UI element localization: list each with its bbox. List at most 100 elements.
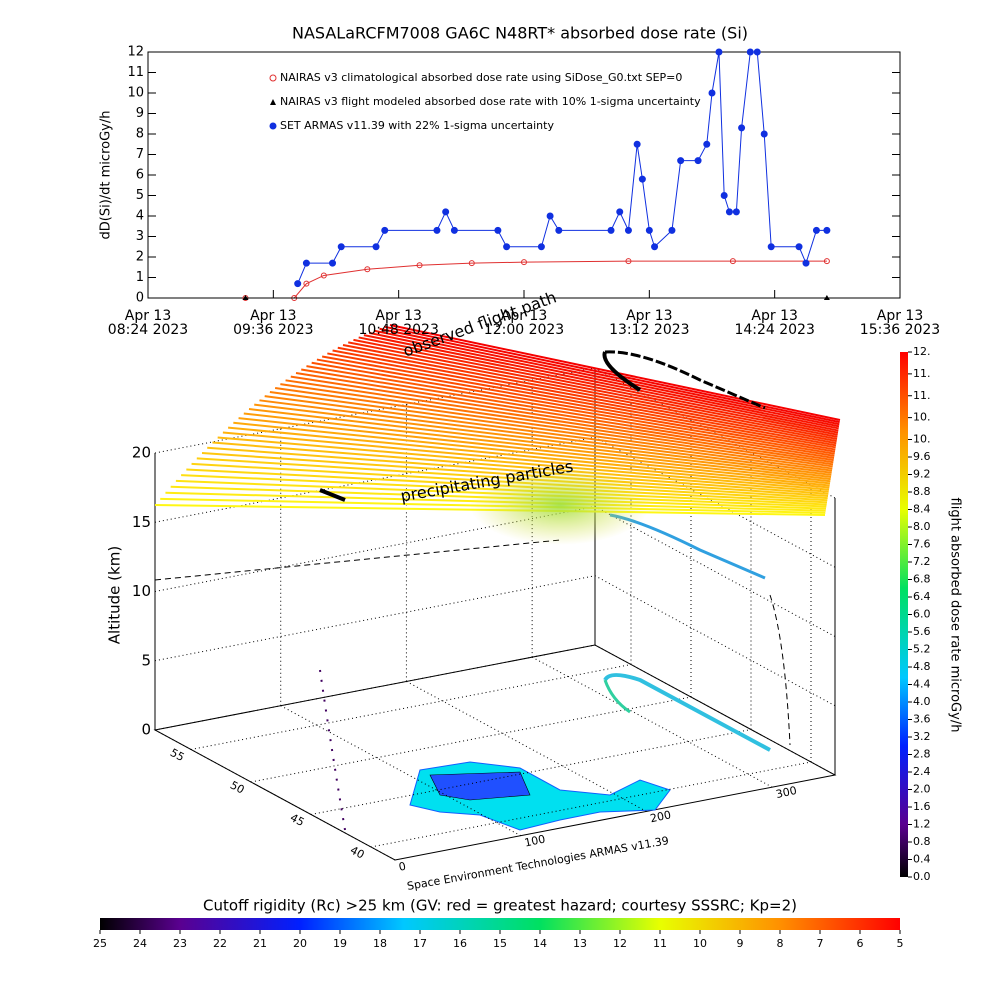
colorbar-tick-label: 6.4 bbox=[913, 590, 931, 603]
sheet-line bbox=[301, 368, 835, 457]
sheet-line bbox=[217, 436, 830, 491]
y-tick-label: 9 bbox=[136, 106, 144, 121]
marker bbox=[433, 226, 441, 234]
marker bbox=[625, 258, 632, 265]
colorbar-tick-label: 5.6 bbox=[913, 625, 931, 638]
marker bbox=[468, 260, 475, 267]
colorbar-tick-label: 2.0 bbox=[913, 783, 931, 796]
sheet-line bbox=[306, 365, 835, 455]
colorbar-tick-label: 17 bbox=[413, 937, 427, 950]
grid-line bbox=[280, 705, 521, 837]
colorbar-tick-label: 21 bbox=[253, 937, 267, 950]
grid-line bbox=[370, 761, 812, 848]
colorbar-tick-label: 12 bbox=[613, 937, 627, 950]
x-tick-label: 200 bbox=[649, 808, 672, 825]
colorbar-tick-label: 8.0 bbox=[913, 520, 931, 533]
y-tick-label: 40 bbox=[348, 844, 366, 862]
marker bbox=[823, 258, 830, 265]
marker bbox=[720, 192, 728, 199]
flight-track bbox=[603, 679, 631, 714]
sheet-line bbox=[337, 346, 837, 443]
flight-track bbox=[604, 350, 766, 410]
marker bbox=[738, 124, 746, 132]
z-tick-label: 5 bbox=[141, 651, 151, 669]
grid-line bbox=[406, 680, 647, 812]
legend-marker bbox=[270, 99, 276, 105]
y-tick-label: 7 bbox=[136, 147, 144, 162]
colorbar-tick-label: 24 bbox=[133, 937, 147, 950]
y-tick-label: 12 bbox=[127, 45, 144, 60]
colorbar-tick-label: 11. bbox=[913, 367, 931, 380]
marker bbox=[607, 226, 615, 234]
colorbar-tick-label: 18 bbox=[373, 937, 387, 950]
grid-line bbox=[154, 575, 836, 707]
sheet-line bbox=[290, 375, 834, 462]
legend-marker bbox=[269, 74, 277, 82]
colorbar-tick-label: 8 bbox=[777, 937, 784, 950]
flight-track bbox=[603, 673, 771, 752]
flight-track bbox=[319, 669, 346, 831]
y-tick-label: 4 bbox=[136, 209, 144, 224]
sheet-line bbox=[222, 431, 830, 489]
marker bbox=[372, 243, 380, 251]
sheet-line bbox=[233, 421, 831, 485]
flight-track bbox=[602, 351, 642, 392]
sheet-line bbox=[274, 387, 833, 468]
colorbar-tick-label: 3.6 bbox=[913, 713, 931, 726]
marker bbox=[320, 272, 327, 279]
x-tick-label: Apr 13 09:36 2023 bbox=[233, 308, 313, 338]
colorbar-tick-label: 2.8 bbox=[913, 748, 931, 761]
sheet-line bbox=[316, 358, 836, 451]
marker bbox=[450, 226, 458, 234]
legend-label: SET ARMAS v11.39 with 22% 1-sigma uncert… bbox=[280, 119, 554, 132]
colorbar-tick-label: 20 bbox=[293, 937, 307, 950]
colorbar-rigidity bbox=[100, 918, 900, 930]
colorbar-tick-label: 8.4 bbox=[913, 503, 931, 516]
dose-rate-chart: NASALaRCFM7008 GA6C N48RT* absorbed dose… bbox=[99, 24, 941, 339]
colorbar-tick-label: 12. bbox=[913, 345, 931, 358]
marker bbox=[812, 226, 820, 234]
grid-line bbox=[531, 656, 773, 788]
colorbar-tick-label: 23 bbox=[173, 937, 187, 950]
sheet-line bbox=[321, 355, 836, 449]
sheet-line bbox=[384, 325, 840, 424]
y-tick-label: 45 bbox=[288, 811, 306, 829]
sheet-spot bbox=[470, 465, 650, 545]
x-tick-label: Apr 13 14:24 2023 bbox=[734, 308, 814, 338]
colorbar-label: flight absorbed dose rate microGy/h bbox=[948, 498, 963, 733]
sheet-line bbox=[264, 395, 833, 472]
marker bbox=[802, 259, 810, 267]
marker bbox=[364, 266, 371, 273]
marker bbox=[708, 89, 716, 97]
colorbar-tick-label: 25 bbox=[93, 937, 107, 950]
z-axis-label: Altitude (km) bbox=[106, 546, 124, 644]
y-tick-label: 2 bbox=[136, 250, 144, 265]
y-tick-label: 6 bbox=[136, 168, 144, 183]
colorbar-tick-label: 11. bbox=[913, 389, 931, 402]
sheet-line bbox=[212, 441, 829, 493]
sheet-line bbox=[332, 349, 837, 445]
marker bbox=[767, 243, 775, 251]
sheet-line bbox=[342, 344, 838, 440]
marker bbox=[503, 243, 511, 251]
grid-line bbox=[154, 729, 396, 861]
y-tick-label: 5 bbox=[136, 188, 144, 203]
marker bbox=[303, 280, 310, 287]
x-tick-label: Apr 13 15:36 2023 bbox=[860, 308, 940, 338]
legend-label: NAIRAS v3 climatological absorbed dose r… bbox=[280, 71, 682, 84]
sheet-line bbox=[248, 408, 832, 478]
colorbar-tick-label: 4.0 bbox=[913, 695, 931, 708]
colorbar-tick-label: 13 bbox=[573, 937, 587, 950]
marker bbox=[633, 140, 641, 148]
legend-label: NAIRAS v3 flight modeled absorbed dose r… bbox=[280, 95, 701, 108]
x-tick-label: Apr 13 12:00 2023 bbox=[484, 308, 564, 338]
colorbar-tick-label: 3.2 bbox=[913, 730, 931, 743]
x-tick-label: 0 bbox=[398, 860, 408, 874]
colorbar-tick-label: 10 bbox=[693, 937, 707, 950]
marker bbox=[337, 243, 345, 251]
colorbar-tick-label: 2.4 bbox=[913, 765, 931, 778]
marker bbox=[677, 157, 685, 165]
sheet-line bbox=[348, 341, 838, 438]
y-tick-label: 10 bbox=[127, 86, 144, 101]
sheet-line bbox=[254, 403, 832, 476]
